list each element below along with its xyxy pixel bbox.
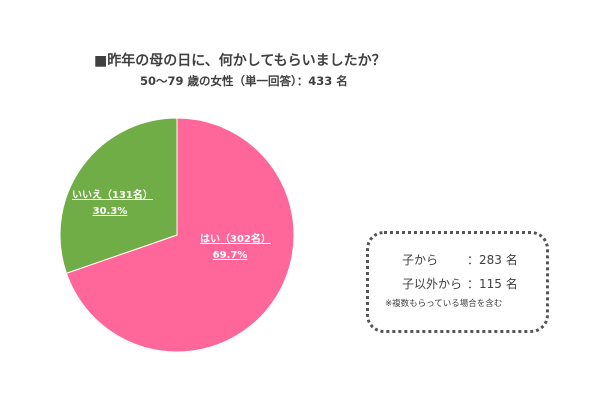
slice-label-no-pct: 30.3% — [92, 206, 128, 217]
slice-label-yes-text: はい（302名） — [200, 234, 271, 245]
slice-label-no: いいえ（131名） 30.3% — [72, 188, 153, 220]
pie-slice-1 — [59, 117, 178, 274]
slice-label-yes-pct: 69.7% — [212, 250, 248, 261]
slice-label-no-text: いいえ（131名） — [72, 190, 153, 201]
slice-label-yes: はい（302名） 69.7% — [200, 232, 271, 264]
note-footnote: ※複数もらっている場合を含む — [385, 299, 503, 309]
note-row2-value: ：115 名 — [467, 277, 518, 291]
note-box: 子から ：283 名 子以外から ：115 名 ※複数もらっている場合を含む — [366, 231, 549, 333]
pie-slice-0 — [65, 117, 295, 353]
note-row1-label: 子から — [402, 253, 439, 267]
note-row1-value: ：283 名 — [467, 253, 518, 267]
chart-title: ■昨年の母の日に、何かしてもらいましたか？ — [94, 53, 386, 69]
chart-subtitle: 50～79 歳の女性（単一回答）：433 名 — [140, 74, 348, 88]
note-row2-label: 子以外から — [402, 277, 463, 291]
